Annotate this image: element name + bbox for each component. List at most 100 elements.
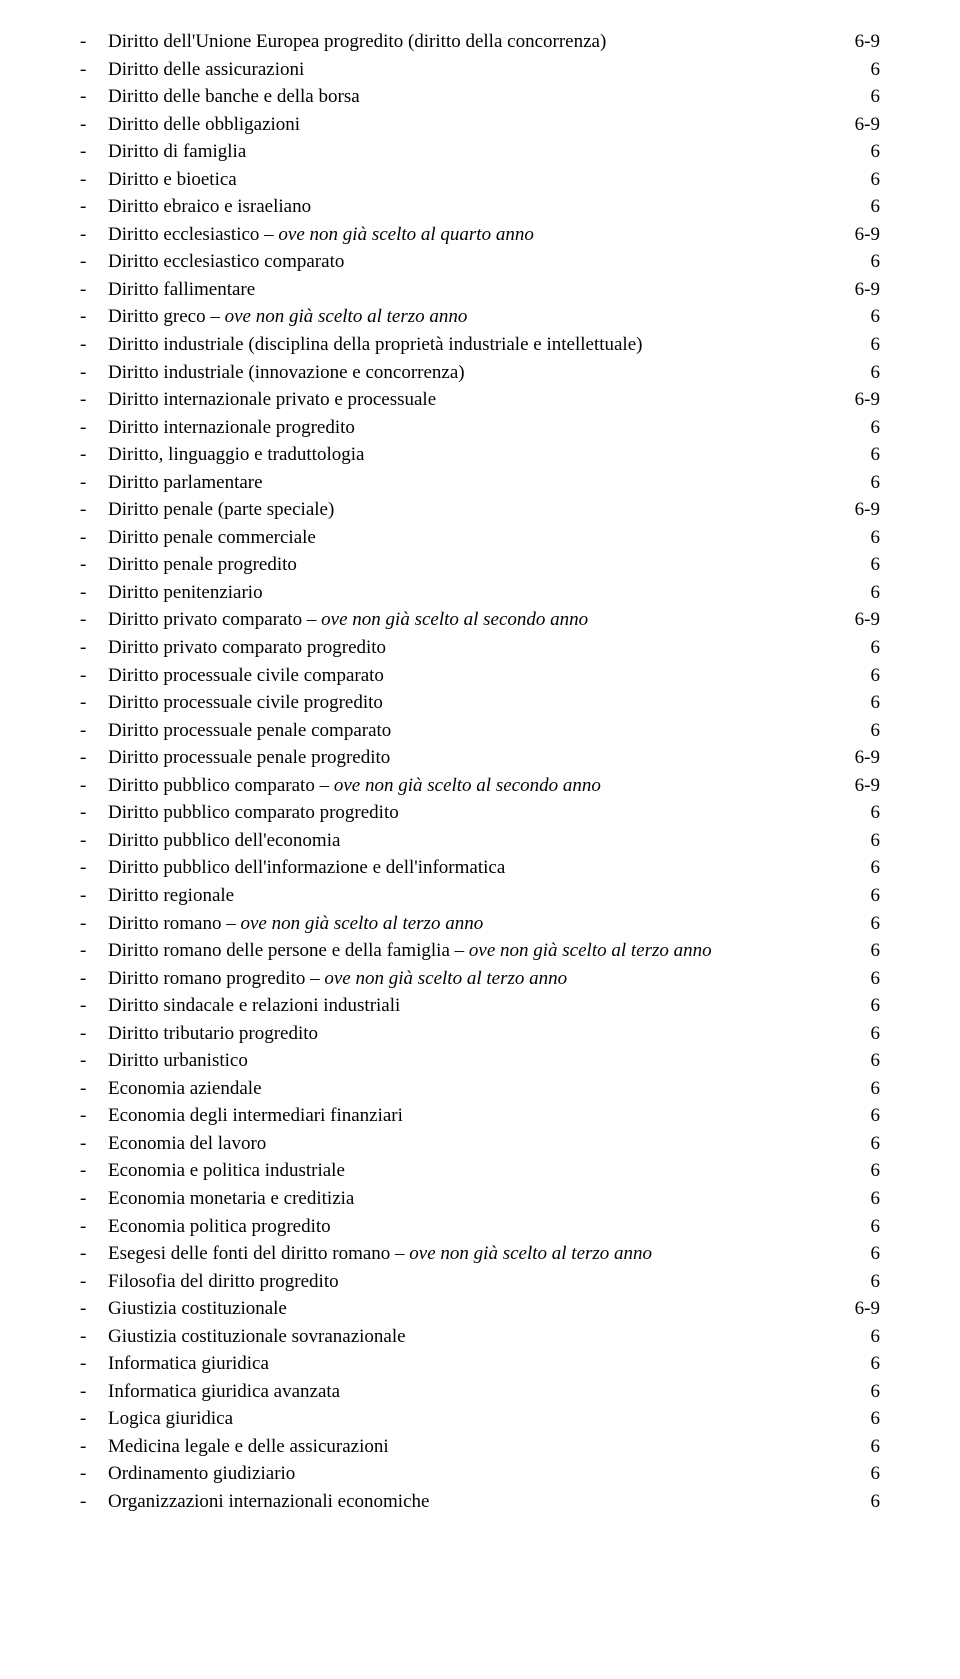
list-dash: - xyxy=(80,1295,108,1323)
course-title-note: ove non già scelto al terzo anno xyxy=(324,968,567,989)
course-row: -Economia degli intermediari finanziari6 xyxy=(80,1102,880,1130)
course-row: -Diritto delle assicurazioni6 xyxy=(80,56,880,84)
course-title: Diritto ecclesiastico – ove non già scel… xyxy=(108,221,832,249)
course-credits: 6 xyxy=(832,1488,880,1516)
course-title: Giustizia costituzionale xyxy=(108,1295,832,1323)
list-dash: - xyxy=(80,1405,108,1433)
list-dash: - xyxy=(80,717,108,745)
course-row: -Diritto pubblico dell'informazione e de… xyxy=(80,854,880,882)
course-row: -Diritto pubblico comparato – ove non gi… xyxy=(80,772,880,800)
list-dash: - xyxy=(80,992,108,1020)
course-credits: 6 xyxy=(832,551,880,579)
list-dash: - xyxy=(80,331,108,359)
course-credits: 6 xyxy=(832,1102,880,1130)
course-credits: 6 xyxy=(832,1378,880,1406)
course-title: Informatica giuridica avanzata xyxy=(108,1378,832,1406)
course-title: Diritto delle obbligazioni xyxy=(108,111,832,139)
course-title-note: ove non già scelto al terzo anno xyxy=(225,306,468,327)
course-credits: 6 xyxy=(832,441,880,469)
list-dash: - xyxy=(80,606,108,634)
course-title-text: Diritto sindacale e relazioni industrial… xyxy=(108,995,400,1016)
course-title-text: Diritto fallimentare xyxy=(108,279,255,300)
course-title-text: Diritto romano progredito – xyxy=(108,968,324,989)
course-row: -Diritto penale (parte speciale)6-9 xyxy=(80,496,880,524)
course-title-text: Diritto processuale civile comparato xyxy=(108,665,384,686)
course-title-text: Diritto pubblico comparato – xyxy=(108,775,334,796)
list-dash: - xyxy=(80,1047,108,1075)
list-dash: - xyxy=(80,193,108,221)
course-title: Diritto processuale penale comparato xyxy=(108,717,832,745)
list-dash: - xyxy=(80,83,108,111)
course-credits: 6 xyxy=(832,1047,880,1075)
course-credits: 6 xyxy=(832,689,880,717)
course-title: Diritto urbanistico xyxy=(108,1047,832,1075)
course-title-text: Economia degli intermediari finanziari xyxy=(108,1105,403,1126)
course-row: -Diritto pubblico comparato progredito6 xyxy=(80,799,880,827)
course-credits: 6-9 xyxy=(832,386,880,414)
list-dash: - xyxy=(80,1157,108,1185)
course-title-text: Diritto e bioetica xyxy=(108,169,237,190)
course-title-text: Diritto romano delle persone e della fam… xyxy=(108,940,469,961)
course-row: -Diritto, linguaggio e traduttologia6 xyxy=(80,441,880,469)
list-dash: - xyxy=(80,910,108,938)
course-title: Ordinamento giudiziario xyxy=(108,1460,832,1488)
list-dash: - xyxy=(80,1323,108,1351)
list-dash: - xyxy=(80,248,108,276)
course-title: Diritto, linguaggio e traduttologia xyxy=(108,441,832,469)
course-title: Diritto fallimentare xyxy=(108,276,832,304)
course-title-text: Informatica giuridica avanzata xyxy=(108,1381,340,1402)
course-title-text: Economia politica progredito xyxy=(108,1216,331,1237)
list-dash: - xyxy=(80,1075,108,1103)
course-title: Diritto processuale penale progredito xyxy=(108,744,832,772)
course-credits: 6 xyxy=(832,1268,880,1296)
course-title-text: Giustizia costituzionale xyxy=(108,1298,287,1319)
list-dash: - xyxy=(80,662,108,690)
course-row: -Economia politica progredito6 xyxy=(80,1213,880,1241)
list-dash: - xyxy=(80,138,108,166)
course-row: -Organizzazioni internazionali economich… xyxy=(80,1488,880,1516)
course-title-note: ove non già scelto al terzo anno xyxy=(409,1243,652,1264)
list-dash: - xyxy=(80,496,108,524)
list-dash: - xyxy=(80,414,108,442)
course-title: Diritto di famiglia xyxy=(108,138,832,166)
course-row: -Diritto ebraico e israeliano6 xyxy=(80,193,880,221)
course-row: -Filosofia del diritto progredito6 xyxy=(80,1268,880,1296)
course-row: -Diritto delle banche e della borsa6 xyxy=(80,83,880,111)
list-dash: - xyxy=(80,166,108,194)
course-row: -Diritto internazionale privato e proces… xyxy=(80,386,880,414)
course-title: Diritto tributario progredito xyxy=(108,1020,832,1048)
course-credits: 6-9 xyxy=(832,111,880,139)
course-credits: 6 xyxy=(832,1240,880,1268)
course-title-text: Diritto urbanistico xyxy=(108,1050,248,1071)
course-credits: 6 xyxy=(832,248,880,276)
list-dash: - xyxy=(80,1213,108,1241)
course-credits: 6 xyxy=(832,303,880,331)
list-dash: - xyxy=(80,1488,108,1516)
course-credits: 6-9 xyxy=(832,772,880,800)
course-row: -Diritto ecclesiastico – ove non già sce… xyxy=(80,221,880,249)
course-title: Economia e politica industriale xyxy=(108,1157,832,1185)
course-row: -Diritto romano delle persone e della fa… xyxy=(80,937,880,965)
course-title: Diritto internazionale privato e process… xyxy=(108,386,832,414)
course-title: Diritto greco – ove non già scelto al te… xyxy=(108,303,832,331)
course-title-note: ove non già scelto al quarto anno xyxy=(278,224,533,245)
course-title-text: Diritto pubblico dell'economia xyxy=(108,830,340,851)
list-dash: - xyxy=(80,827,108,855)
course-title: Diritto pubblico dell'informazione e del… xyxy=(108,854,832,882)
course-title-text: Diritto delle banche e della borsa xyxy=(108,86,360,107)
course-row: -Diritto e bioetica 6 xyxy=(80,166,880,194)
list-dash: - xyxy=(80,1460,108,1488)
course-credits: 6 xyxy=(832,166,880,194)
course-title-note: ove non già scelto al terzo anno xyxy=(469,940,712,961)
course-credits: 6 xyxy=(832,937,880,965)
list-dash: - xyxy=(80,1378,108,1406)
course-title-text: Diritto regionale xyxy=(108,885,234,906)
course-title-text: Diritto romano – xyxy=(108,913,240,934)
course-credits: 6 xyxy=(832,1020,880,1048)
course-title: Diritto e bioetica xyxy=(108,166,832,194)
list-dash: - xyxy=(80,551,108,579)
list-dash: - xyxy=(80,56,108,84)
course-title-text: Economia aziendale xyxy=(108,1078,262,1099)
course-title: Filosofia del diritto progredito xyxy=(108,1268,832,1296)
list-dash: - xyxy=(80,359,108,387)
